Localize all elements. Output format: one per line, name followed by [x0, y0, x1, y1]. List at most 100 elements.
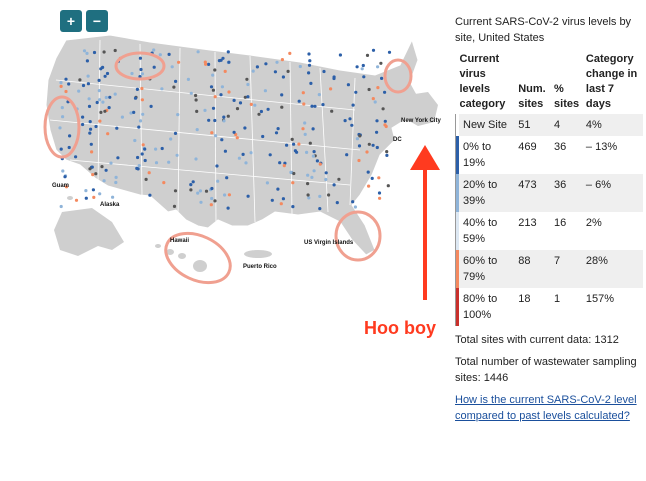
site-dot — [288, 51, 292, 56]
site-dot — [189, 183, 193, 187]
site-dot — [87, 104, 92, 108]
site-dot — [235, 136, 239, 140]
site-dot — [211, 73, 215, 77]
site-dot — [348, 117, 352, 121]
site-dot — [383, 123, 387, 127]
site-dot — [170, 65, 174, 69]
site-dot — [59, 204, 63, 209]
site-dot — [74, 198, 79, 202]
zoom-out-button[interactable]: − — [86, 10, 108, 32]
site-dot — [195, 109, 199, 113]
cell-pct: 1 — [554, 293, 561, 305]
site-dot — [82, 49, 87, 53]
site-dot — [211, 106, 216, 110]
site-dot — [315, 159, 319, 163]
site-dot — [60, 106, 64, 110]
cell-change: – 6% — [581, 174, 643, 212]
site-dot — [107, 106, 111, 110]
site-dot — [176, 113, 180, 117]
site-dot — [213, 95, 217, 99]
site-dot — [301, 91, 305, 95]
site-dot — [102, 50, 106, 54]
site-dot — [174, 79, 178, 83]
site-dot — [138, 75, 142, 79]
puerto-rico-shape — [244, 250, 272, 258]
cell-pct: 7 — [550, 250, 582, 288]
site-dot — [312, 150, 316, 154]
site-dot — [353, 205, 357, 209]
site-dot — [310, 175, 314, 179]
site-dot — [141, 143, 145, 147]
site-dot — [172, 85, 176, 89]
zoom-in-button[interactable]: + — [60, 10, 82, 32]
site-dot — [371, 97, 375, 101]
category-color-swatch — [455, 136, 459, 174]
calculation-help-link[interactable]: How is the current SARS-CoV-2 level comp… — [455, 394, 637, 422]
site-dot — [243, 126, 247, 130]
site-dot — [203, 60, 207, 64]
site-dot — [67, 145, 71, 150]
site-dot — [194, 98, 198, 102]
guam-shape — [67, 196, 73, 200]
site-dot — [210, 186, 214, 191]
site-dot — [140, 86, 144, 91]
site-dot — [298, 64, 302, 69]
site-dot — [189, 91, 193, 95]
site-dot — [74, 155, 78, 159]
site-dot — [289, 170, 293, 174]
site-dot — [385, 153, 389, 157]
site-dot — [85, 59, 89, 63]
site-dot — [210, 131, 214, 135]
highlight-circles — [43, 51, 413, 285]
site-dot — [147, 171, 151, 175]
site-dot — [77, 89, 81, 93]
site-dot — [81, 115, 85, 119]
site-dot — [307, 196, 311, 200]
site-dot — [160, 146, 164, 151]
site-dot — [137, 125, 141, 129]
site-dot — [167, 52, 171, 57]
site-dot — [195, 128, 199, 132]
site-dot — [88, 120, 92, 124]
site-dot — [196, 191, 200, 195]
site-dot — [378, 196, 382, 200]
site-dot — [227, 90, 231, 94]
site-dot — [203, 108, 207, 112]
category-color-swatch — [455, 212, 459, 250]
cell-category: 80% to 100% — [463, 293, 498, 321]
site-dot — [317, 93, 321, 97]
site-dot — [198, 189, 202, 193]
site-dot — [329, 87, 333, 91]
site-dot — [244, 161, 248, 165]
site-dot — [98, 119, 102, 123]
site-dot — [226, 50, 230, 54]
site-dot — [297, 99, 301, 103]
site-dot — [209, 85, 214, 89]
site-dot — [345, 153, 349, 157]
site-dot — [105, 71, 110, 76]
dc-label: DC — [393, 137, 402, 143]
highlight-montana — [114, 51, 166, 81]
cell-change: – 13% — [585, 141, 618, 153]
site-dot — [286, 69, 290, 73]
site-dot — [215, 164, 219, 168]
site-dot — [285, 143, 289, 147]
site-dot — [100, 165, 104, 169]
site-dot — [386, 184, 390, 188]
site-dot — [102, 179, 106, 183]
site-dot — [358, 134, 362, 138]
site-dot — [379, 61, 383, 65]
site-dot — [152, 65, 156, 69]
site-dot — [84, 189, 88, 193]
cell-sites: 213 — [518, 217, 537, 229]
wastewater-map[interactable]: + − Guam Alaska Hawaii Puerto Rico US Vi… — [0, 0, 450, 476]
site-dot — [136, 155, 140, 160]
site-dot — [130, 71, 134, 76]
site-dot — [343, 119, 347, 123]
hoo-boy-annotation: Hoo boy — [364, 318, 436, 338]
site-dot — [383, 90, 387, 94]
site-dot — [148, 193, 152, 197]
site-dot — [116, 156, 120, 160]
site-dot — [220, 85, 224, 89]
alaska-label: Alaska — [100, 202, 120, 208]
